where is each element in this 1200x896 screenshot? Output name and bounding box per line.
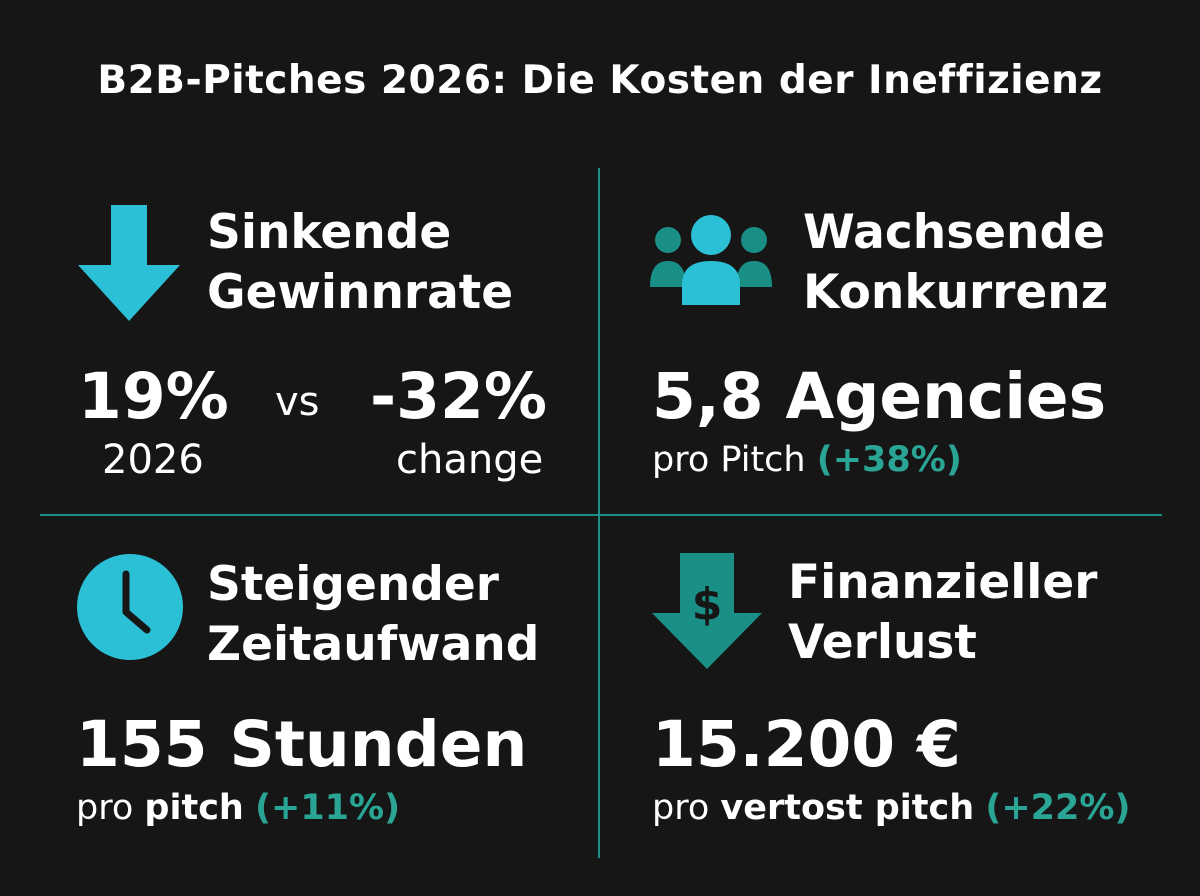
time-sub-pre: pro: [76, 788, 134, 828]
page-title: B2B-Pitches 2026: Die Kosten der Ineffiz…: [97, 58, 1103, 103]
win-rate-change: -32%: [370, 360, 547, 433]
competition-heading-line1: Wachsende: [803, 205, 1106, 260]
clock-icon: [77, 554, 183, 660]
arrow-down-icon: [78, 205, 180, 321]
competition-change: (+38%): [816, 440, 962, 480]
horizontal-divider: [40, 514, 1162, 516]
loss-subtext: pro vertost pitch (+22%): [652, 786, 1130, 830]
time-subtext: pro pitch (+11%): [76, 786, 400, 830]
win-rate-heading-line2: Gewinnrate: [207, 265, 514, 320]
loss-value: 15.200 €: [652, 708, 961, 781]
time-heading-line1: Steigender: [207, 557, 499, 612]
competition-sub-label: pro Pitch: [652, 440, 806, 480]
time-value: 155 Stunden: [76, 708, 528, 781]
loss-sub-pre: pro: [652, 788, 710, 828]
loss-heading-line2: Verlust: [788, 615, 977, 670]
time-sub-bold: pitch: [144, 788, 244, 828]
time-heading-line2: Zeitaufwand: [207, 617, 540, 672]
competition-subtext: pro Pitch (+38%): [652, 438, 962, 482]
win-rate-vs: vs: [275, 379, 320, 425]
loss-heading-line1: Finanzieller: [788, 555, 1098, 610]
win-rate-heading-line1: Sinkende: [207, 205, 452, 260]
dollar-down-arrow-icon: $: [652, 553, 762, 669]
vertical-divider: [598, 168, 600, 858]
people-group-icon: [650, 215, 772, 305]
win-rate-heading: Sinkende Gewinnrate: [207, 203, 513, 323]
win-rate-change-label: change: [396, 437, 544, 483]
svg-text:$: $: [692, 579, 723, 630]
loss-sub-bold: vertost pitch: [720, 788, 975, 828]
win-rate-value: 19%: [78, 360, 229, 433]
time-change: (+11%): [255, 788, 401, 828]
competition-heading: Wachsende Konkurrenz: [803, 203, 1108, 323]
time-heading: Steigender Zeitaufwand: [207, 555, 539, 675]
loss-change: (+22%): [985, 788, 1131, 828]
win-rate-year: 2026: [102, 437, 204, 483]
competition-value: 5,8 Agencies: [652, 360, 1107, 433]
competition-heading-line2: Konkurrenz: [803, 265, 1109, 320]
loss-heading: Finanzieller Verlust: [788, 553, 1097, 673]
